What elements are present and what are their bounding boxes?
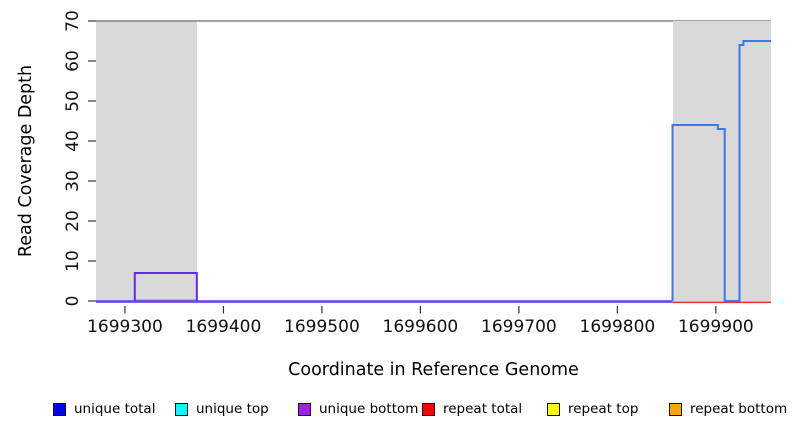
legend-swatch-icon bbox=[53, 402, 66, 416]
legend-swatch-icon bbox=[175, 402, 188, 416]
legend: unique total unique top unique bottom repea… bbox=[0, 401, 792, 425]
legend-label: repeat total bbox=[443, 401, 523, 417]
x-tick-label: 1699900 bbox=[677, 317, 754, 337]
legend-swatch-icon bbox=[669, 402, 682, 416]
legend-label: unique top bbox=[196, 401, 269, 417]
y-tick-label: 10 bbox=[63, 250, 83, 272]
y-axis-title: Read Coverage Depth bbox=[16, 64, 36, 258]
legend-item-repeat-bottom: repeat bottom bbox=[669, 401, 787, 417]
legend-label: repeat bottom bbox=[690, 401, 788, 417]
x-tick-label: 1699400 bbox=[185, 317, 262, 337]
repeat-region-shade bbox=[96, 21, 197, 302]
y-tick-label: 40 bbox=[63, 130, 83, 152]
legend-label: repeat top bbox=[568, 401, 639, 417]
x-tick-label: 1699700 bbox=[481, 317, 557, 337]
y-tick-label: 60 bbox=[63, 50, 83, 72]
legend-swatch-icon bbox=[298, 402, 311, 416]
y-tick-label: 0 bbox=[63, 295, 83, 307]
legend-item-unique-bottom: unique bottom bbox=[298, 401, 418, 417]
legend-swatch-icon bbox=[547, 402, 560, 416]
legend-item-unique-top: unique top bbox=[175, 401, 269, 417]
y-tick-label: 70 bbox=[63, 10, 83, 32]
x-tick-label: 1699300 bbox=[87, 317, 163, 337]
legend-item-repeat-total: repeat total bbox=[422, 401, 522, 417]
x-tick-label: 1699600 bbox=[382, 317, 459, 337]
legend-item-unique-total: unique total bbox=[53, 401, 155, 417]
x-axis-title: Coordinate in Reference Genome bbox=[288, 360, 579, 380]
y-tick-label: 20 bbox=[63, 210, 83, 232]
y-tick-label: 50 bbox=[63, 90, 83, 112]
legend-label: unique bottom bbox=[319, 401, 419, 417]
x-tick-label: 1699800 bbox=[579, 317, 656, 337]
legend-label: unique total bbox=[74, 401, 156, 417]
legend-item-repeat-top: repeat top bbox=[547, 401, 638, 417]
x-tick-label: 1699500 bbox=[284, 317, 360, 337]
y-tick-label: 30 bbox=[63, 170, 83, 192]
repeat-region-shade bbox=[672, 21, 771, 302]
legend-swatch-icon bbox=[422, 402, 435, 416]
